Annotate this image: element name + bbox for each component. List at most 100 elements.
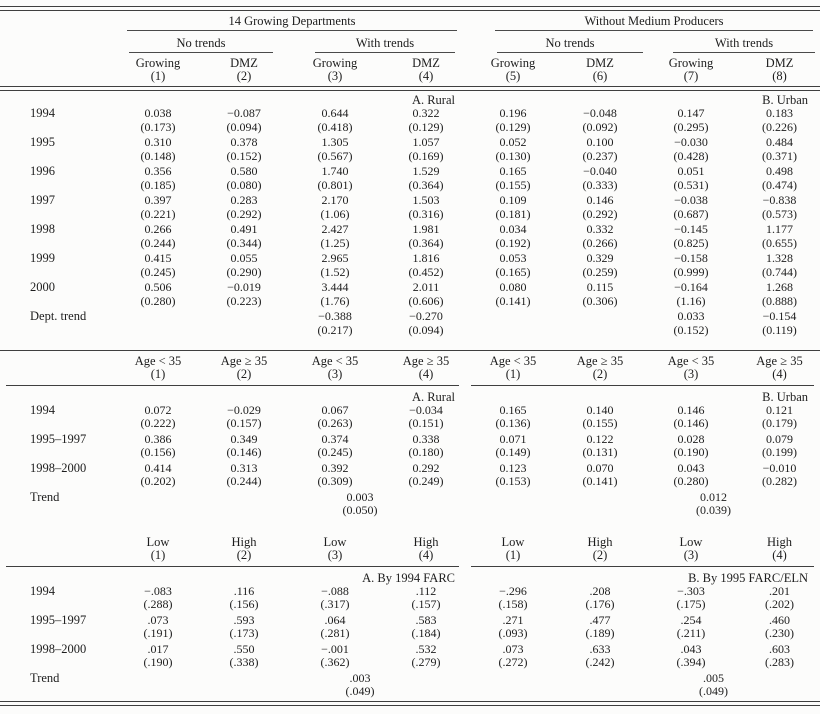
panel-label: A. Rural	[411, 389, 455, 404]
coefficient-cell: −0.038	[674, 194, 708, 207]
coefficient-cell: 0.506	[144, 281, 172, 294]
row-label	[0, 179, 115, 195]
stderr-cell: (0.573)	[762, 207, 797, 221]
coefficient-cell: 2.427	[321, 223, 349, 236]
row-label: 1997	[30, 194, 55, 207]
coefficient-cell: 0.484	[766, 136, 793, 149]
stderr-cell: (.279)	[411, 656, 441, 669]
coefficient-cell: .112	[415, 584, 437, 598]
stderr-cell: (0.801)	[317, 178, 353, 192]
stderr-cell: (0.148)	[140, 149, 176, 163]
column-header: Low (3)	[643, 532, 739, 565]
coefficient-cell: 0.072	[144, 403, 172, 417]
spacer-cell	[0, 350, 115, 384]
coefficient-cell: .477	[589, 613, 611, 627]
column-header-number: (1)	[150, 366, 166, 381]
subgroup-header-label: No trends	[497, 36, 643, 53]
coefficient-cell: 0.266	[144, 223, 172, 236]
panel-label: A. Rural	[411, 93, 455, 107]
stderr-cell: (.184)	[411, 627, 441, 640]
stderr-cell	[201, 324, 287, 340]
coefficient-cell: 0.146	[677, 403, 705, 417]
row-label	[0, 237, 115, 253]
column-header-number: (2)	[592, 366, 608, 381]
stderr-cell	[469, 504, 557, 520]
rule	[0, 86, 820, 91]
spacer-cell	[469, 569, 643, 585]
coefficient-cell: 0.003	[346, 490, 374, 504]
stderr-cell: (0.888)	[762, 294, 797, 308]
column-header: High (2)	[201, 532, 287, 565]
coefficient-cell: −0.034	[409, 403, 443, 417]
column-header-name: Age ≥ 35	[220, 353, 268, 368]
coefficient-cell: 2.170	[321, 194, 349, 207]
coefficient-cell: .583	[415, 613, 437, 627]
stderr-cell: (0.192)	[495, 236, 531, 250]
column-header: High (4)	[739, 532, 820, 565]
coefficient-cell: 1.305	[321, 136, 349, 149]
stderr-cell: (0.249)	[408, 475, 444, 488]
stderr-cell: (0.237)	[582, 149, 618, 163]
spacer-cell	[469, 91, 643, 108]
stderr-cell: (1.76)	[320, 294, 350, 308]
coefficient-cell: 0.196	[499, 107, 527, 120]
stderr-cell: (0.245)	[140, 265, 176, 279]
coefficient-cell: 0.043	[677, 461, 705, 475]
stderr-cell: (0.606)	[408, 294, 444, 308]
coefficient-cell: −0.030	[674, 136, 708, 149]
rule	[0, 565, 469, 569]
stderr-cell: (0.280)	[673, 475, 709, 488]
stderr-cell: (.338)	[229, 656, 259, 669]
coefficient-cell: −0.145	[674, 223, 708, 236]
coefficient-cell: 0.491	[230, 223, 258, 236]
spacer-cell	[0, 569, 115, 585]
column-header-number: (1)	[150, 547, 166, 562]
coefficient-cell	[557, 310, 643, 324]
column-header: Age ≥ 35 (4)	[383, 350, 469, 384]
column-header: Age < 35 (3)	[643, 350, 739, 384]
coefficient-cell: 2.011	[412, 281, 440, 294]
column-header: Age ≥ 35 (2)	[557, 350, 643, 384]
coefficient-cell	[469, 491, 557, 505]
column-header-number: (3)	[683, 547, 699, 562]
stderr-cell: (0.185)	[140, 178, 176, 192]
column-header-number: (8)	[772, 69, 787, 83]
row-label: Dept. trend	[30, 310, 87, 323]
stderr-cell: (0.280)	[140, 294, 176, 308]
coefficient-cell: −0.158	[674, 252, 708, 265]
row-label	[0, 446, 115, 462]
coefficient-cell: .064	[324, 613, 346, 627]
coefficient-cell: 0.415	[144, 252, 172, 265]
coefficient-cell: −0.838	[762, 194, 797, 207]
row-label: 1998	[30, 223, 55, 236]
stderr-cell	[201, 504, 287, 520]
stderr-cell: (0.151)	[408, 417, 444, 430]
column-header-name: Growing	[668, 56, 714, 70]
coefficient-cell: 0.079	[766, 432, 793, 446]
column-header-name: Age ≥ 35	[576, 353, 624, 368]
stderr-cell: (0.309)	[317, 475, 353, 488]
stderr-cell: (0.119)	[762, 323, 797, 337]
coefficient-cell: 0.121	[766, 403, 793, 417]
coefficient-cell: .208	[589, 584, 611, 598]
stderr-cell: (.202)	[765, 598, 794, 611]
stderr-cell	[115, 324, 201, 340]
coefficient-cell: .633	[589, 642, 611, 656]
column-header: Low (1)	[469, 532, 557, 565]
column-header: Age < 35 (3)	[287, 350, 383, 384]
group-header: 14 Growing Departments	[115, 11, 469, 31]
row-label	[0, 295, 115, 311]
rule	[0, 6, 820, 11]
coefficient-cell: 0.038	[144, 107, 172, 120]
coefficient-cell: 0.028	[677, 432, 705, 446]
column-header-number: (4)	[772, 366, 787, 381]
stderr-cell: (0.094)	[408, 323, 444, 337]
stderr-cell: (0.531)	[673, 178, 709, 192]
coefficient-cell: 0.080	[499, 281, 527, 294]
coefficient-cell: 0.332	[586, 223, 614, 236]
coefficient-cell: −0.010	[762, 461, 797, 475]
stderr-cell: (0.371)	[762, 149, 797, 163]
column-header: Low (1)	[115, 532, 201, 565]
coefficient-cell: 0.183	[766, 107, 793, 120]
